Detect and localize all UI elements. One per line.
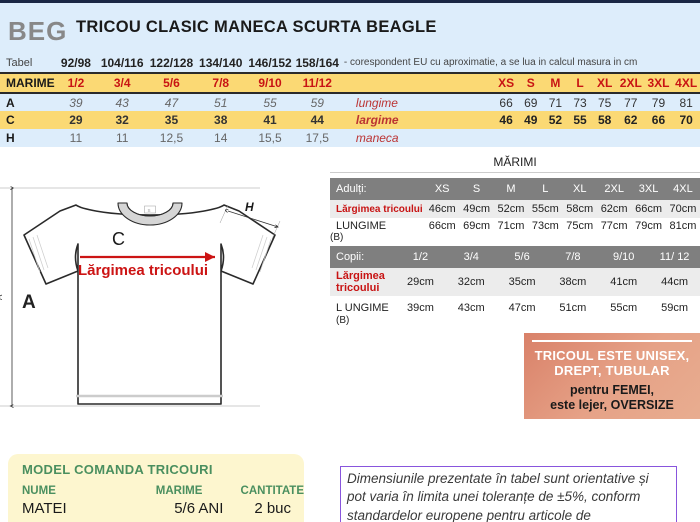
svg-text:A: A	[0, 294, 4, 300]
svg-text:H: H	[245, 200, 254, 214]
svg-text:C: C	[112, 229, 125, 249]
svg-text:Lărgimea tricoului: Lărgimea tricoului	[78, 262, 208, 279]
svg-text:A: A	[22, 292, 36, 313]
svg-text:S: S	[148, 208, 151, 213]
